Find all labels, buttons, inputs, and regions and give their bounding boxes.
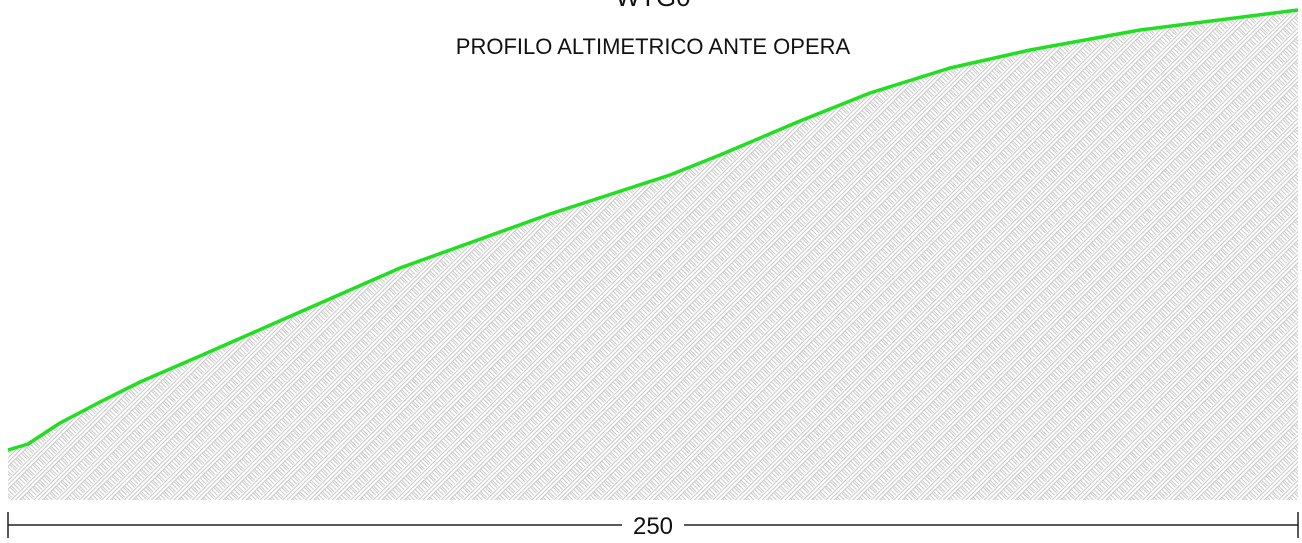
profile-line <box>7 8 1299 452</box>
dimension-label: 250 <box>633 513 673 540</box>
terrain-fill <box>8 10 1298 500</box>
subtitle: PROFILO ALTIMETRICO ANTE OPERA <box>456 34 851 59</box>
title: WTG0 <box>615 0 690 12</box>
